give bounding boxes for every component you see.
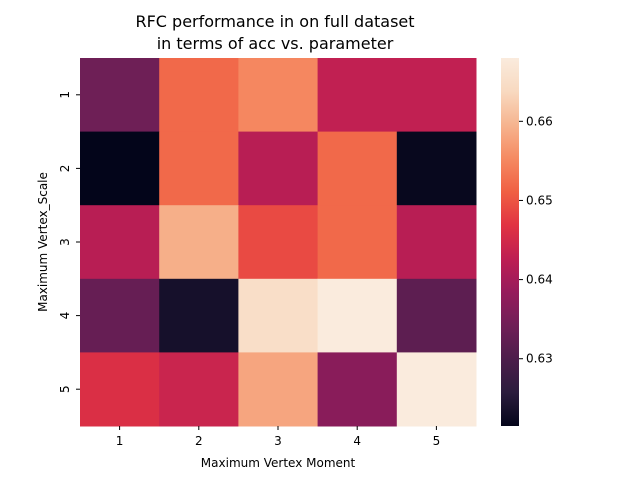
heatmap-cell-r3-c4	[317, 205, 398, 280]
colorbar-tick-label: 0.64	[526, 273, 553, 287]
x-axis-ticks: 1 2 3 4 5	[116, 426, 440, 448]
heatmap-cell-r5-c3	[238, 352, 319, 427]
y-tick-label: 4	[58, 312, 72, 320]
colorbar-tick-label: 0.65	[526, 193, 553, 207]
colorbar-ticks: 0.63 0.64 0.65 0.66	[519, 114, 553, 366]
heatmap-cell-r3-c1	[80, 205, 160, 280]
x-tick-label: 5	[433, 434, 441, 448]
heatmap-cells	[80, 58, 477, 427]
x-axis-label: Maximum Vertex Moment	[201, 456, 356, 470]
heatmap-cell-r3-c2	[159, 205, 239, 280]
heatmap-cell-r4-c3	[238, 278, 319, 353]
heatmap-cell-r3-c3	[238, 205, 319, 280]
heatmap-cell-r1-c3	[238, 58, 319, 133]
heatmap-cell-r4-c2	[159, 278, 239, 353]
heatmap-cell-r2-c5	[396, 131, 477, 206]
x-tick-label: 4	[353, 434, 361, 448]
colorbar-tick-label: 0.66	[526, 114, 553, 128]
heatmap-cell-r2-c3	[238, 131, 319, 206]
heatmap-cell-r1-c4	[317, 58, 398, 133]
heatmap-cell-r5-c1	[80, 352, 160, 427]
heatmap-cell-r2-c2	[159, 131, 239, 206]
heatmap-cell-r1-c2	[159, 58, 239, 133]
heatmap-cell-r4-c1	[80, 278, 160, 353]
colorbar-tick-label: 0.63	[526, 352, 553, 366]
heatmap-cell-r5-c5	[396, 352, 477, 427]
colorbar	[501, 58, 519, 426]
heatmap-cell-r4-c5	[396, 278, 477, 353]
chart-title-line-2: in terms of acc vs. parameter	[157, 34, 394, 53]
heatmap-cell-r4-c4	[317, 278, 398, 353]
heatmap-cell-r1-c1	[80, 58, 160, 133]
y-axis-label: Maximum Vertex_Scale	[36, 172, 50, 312]
y-tick-label: 5	[58, 385, 72, 393]
heatmap-cell-r1-c5	[396, 58, 477, 133]
x-tick-label: 1	[116, 434, 124, 448]
y-tick-label: 2	[58, 165, 72, 173]
chart-title-line-1: RFC performance in on full dataset	[135, 12, 414, 31]
heatmap-cell-r5-c2	[159, 352, 239, 427]
y-tick-label: 3	[58, 238, 72, 246]
y-axis-ticks: 1 2 3 4 5	[58, 91, 80, 393]
x-tick-label: 2	[195, 434, 203, 448]
heatmap-cell-r2-c4	[317, 131, 398, 206]
heatmap-cell-r3-c5	[396, 205, 477, 280]
heatmap-cell-r5-c4	[317, 352, 398, 427]
y-tick-label: 1	[58, 91, 72, 99]
x-tick-label: 3	[274, 434, 282, 448]
heatmap-cell-r2-c1	[80, 131, 160, 206]
